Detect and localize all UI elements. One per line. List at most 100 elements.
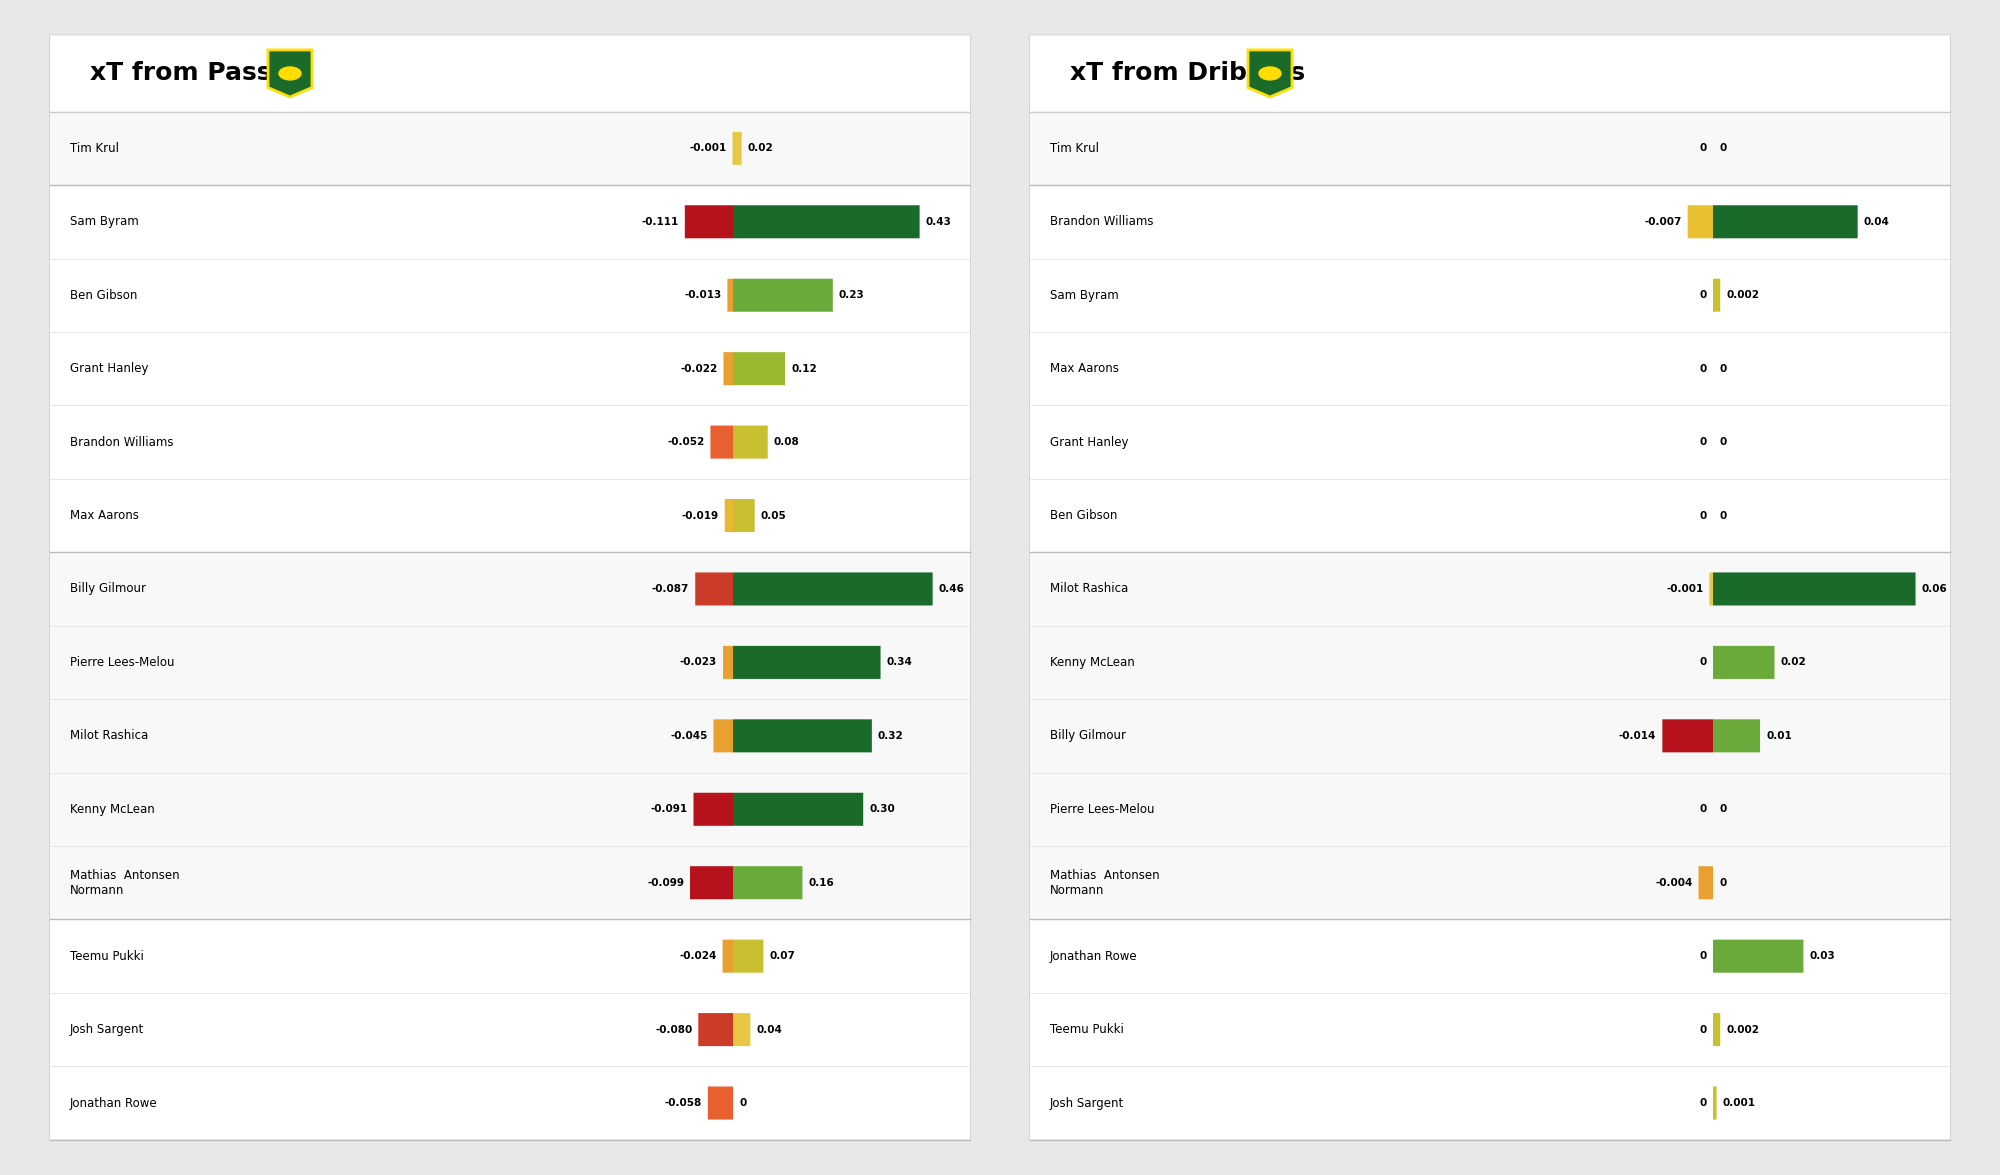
FancyBboxPatch shape bbox=[1712, 1013, 1720, 1046]
FancyBboxPatch shape bbox=[734, 499, 754, 532]
Text: Ben Gibson: Ben Gibson bbox=[70, 289, 138, 302]
Text: -0.004: -0.004 bbox=[1656, 878, 1692, 888]
Text: xT from Passes: xT from Passes bbox=[90, 61, 304, 86]
Text: -0.001: -0.001 bbox=[1666, 584, 1704, 595]
FancyBboxPatch shape bbox=[1662, 719, 1712, 752]
Text: Billy Gilmour: Billy Gilmour bbox=[1050, 730, 1126, 743]
Text: 0.03: 0.03 bbox=[1810, 951, 1836, 961]
Text: Milot Rashica: Milot Rashica bbox=[70, 730, 148, 743]
Text: -0.052: -0.052 bbox=[668, 437, 704, 448]
Text: 0.06: 0.06 bbox=[1922, 584, 1948, 595]
FancyBboxPatch shape bbox=[734, 132, 742, 164]
Text: Mathias  Antonsen
Normann: Mathias Antonsen Normann bbox=[70, 868, 180, 897]
Text: 0.32: 0.32 bbox=[878, 731, 904, 741]
FancyBboxPatch shape bbox=[684, 206, 734, 239]
FancyBboxPatch shape bbox=[710, 425, 734, 458]
Text: 0.01: 0.01 bbox=[1766, 731, 1792, 741]
Text: Pierre Lees-Melou: Pierre Lees-Melou bbox=[70, 656, 174, 669]
Circle shape bbox=[1260, 67, 1280, 80]
Text: 0: 0 bbox=[1700, 1025, 1708, 1035]
Text: Max Aarons: Max Aarons bbox=[70, 509, 138, 522]
FancyBboxPatch shape bbox=[724, 646, 734, 679]
Text: 0.02: 0.02 bbox=[748, 143, 774, 154]
FancyBboxPatch shape bbox=[734, 1013, 750, 1046]
FancyBboxPatch shape bbox=[724, 352, 734, 385]
Text: Brandon Williams: Brandon Williams bbox=[1050, 215, 1154, 228]
FancyBboxPatch shape bbox=[1030, 919, 1950, 1140]
Text: 0.43: 0.43 bbox=[926, 216, 952, 227]
Text: 0: 0 bbox=[1700, 363, 1708, 374]
FancyBboxPatch shape bbox=[50, 919, 970, 1140]
FancyBboxPatch shape bbox=[1712, 572, 1916, 605]
Text: xT from Dribbles: xT from Dribbles bbox=[1070, 61, 1306, 86]
Text: 0: 0 bbox=[1700, 143, 1708, 154]
Text: Max Aarons: Max Aarons bbox=[1050, 362, 1118, 375]
Text: -0.023: -0.023 bbox=[680, 657, 718, 667]
Text: Kenny McLean: Kenny McLean bbox=[70, 803, 154, 815]
Text: 0: 0 bbox=[1700, 804, 1708, 814]
Text: 0: 0 bbox=[1700, 290, 1708, 301]
FancyBboxPatch shape bbox=[1712, 646, 1774, 679]
Text: 0.05: 0.05 bbox=[760, 510, 786, 521]
Text: 0: 0 bbox=[1700, 951, 1708, 961]
Text: 0: 0 bbox=[1700, 510, 1708, 521]
Text: Brandon Williams: Brandon Williams bbox=[70, 436, 174, 449]
Text: Josh Sargent: Josh Sargent bbox=[70, 1023, 144, 1036]
FancyBboxPatch shape bbox=[1710, 572, 1712, 605]
FancyBboxPatch shape bbox=[724, 499, 734, 532]
FancyBboxPatch shape bbox=[734, 352, 786, 385]
Text: Ben Gibson: Ben Gibson bbox=[1050, 509, 1118, 522]
Text: -0.013: -0.013 bbox=[684, 290, 722, 301]
FancyBboxPatch shape bbox=[1030, 112, 1950, 184]
Polygon shape bbox=[268, 49, 312, 98]
Text: 0.002: 0.002 bbox=[1726, 1025, 1760, 1035]
Text: -0.091: -0.091 bbox=[650, 804, 688, 814]
FancyBboxPatch shape bbox=[1030, 552, 1950, 919]
FancyBboxPatch shape bbox=[1688, 206, 1712, 239]
FancyBboxPatch shape bbox=[714, 719, 734, 752]
FancyBboxPatch shape bbox=[698, 1013, 734, 1046]
Text: Teemu Pukki: Teemu Pukki bbox=[70, 949, 144, 962]
Text: 0: 0 bbox=[1720, 437, 1726, 448]
Polygon shape bbox=[1248, 49, 1292, 98]
FancyBboxPatch shape bbox=[690, 866, 734, 899]
Text: 0.23: 0.23 bbox=[838, 290, 864, 301]
FancyBboxPatch shape bbox=[1030, 35, 1950, 1140]
Text: Kenny McLean: Kenny McLean bbox=[1050, 656, 1134, 669]
FancyBboxPatch shape bbox=[734, 646, 880, 679]
Text: -0.111: -0.111 bbox=[642, 216, 678, 227]
Text: Grant Hanley: Grant Hanley bbox=[70, 362, 148, 375]
Text: -0.007: -0.007 bbox=[1644, 216, 1682, 227]
FancyBboxPatch shape bbox=[734, 719, 872, 752]
Text: 0.08: 0.08 bbox=[774, 437, 800, 448]
Text: -0.014: -0.014 bbox=[1618, 731, 1656, 741]
Text: 0: 0 bbox=[1720, 804, 1726, 814]
Text: -0.058: -0.058 bbox=[664, 1097, 702, 1108]
Text: -0.024: -0.024 bbox=[680, 951, 716, 961]
FancyBboxPatch shape bbox=[708, 1087, 734, 1120]
Text: 0.46: 0.46 bbox=[938, 584, 964, 595]
Text: 0.12: 0.12 bbox=[792, 363, 816, 374]
Text: Teemu Pukki: Teemu Pukki bbox=[1050, 1023, 1124, 1036]
FancyBboxPatch shape bbox=[1712, 1087, 1716, 1120]
Text: 0: 0 bbox=[1700, 657, 1708, 667]
Text: -0.080: -0.080 bbox=[656, 1025, 692, 1035]
Text: 0.07: 0.07 bbox=[770, 951, 796, 961]
FancyBboxPatch shape bbox=[734, 793, 864, 826]
FancyBboxPatch shape bbox=[50, 184, 970, 552]
Text: 0.04: 0.04 bbox=[1864, 216, 1890, 227]
Text: Tim Krul: Tim Krul bbox=[1050, 142, 1100, 155]
Text: 0.002: 0.002 bbox=[1726, 290, 1760, 301]
FancyBboxPatch shape bbox=[694, 793, 734, 826]
Text: 0: 0 bbox=[740, 1097, 746, 1108]
Text: Sam Byram: Sam Byram bbox=[1050, 289, 1118, 302]
Text: 0.04: 0.04 bbox=[756, 1025, 782, 1035]
FancyBboxPatch shape bbox=[728, 278, 734, 311]
Text: Josh Sargent: Josh Sargent bbox=[1050, 1096, 1124, 1109]
Text: -0.019: -0.019 bbox=[682, 510, 718, 521]
Text: 0.001: 0.001 bbox=[1722, 1097, 1756, 1108]
FancyBboxPatch shape bbox=[722, 940, 734, 973]
Text: -0.001: -0.001 bbox=[690, 143, 726, 154]
Text: 0: 0 bbox=[1720, 143, 1726, 154]
FancyBboxPatch shape bbox=[1698, 866, 1712, 899]
